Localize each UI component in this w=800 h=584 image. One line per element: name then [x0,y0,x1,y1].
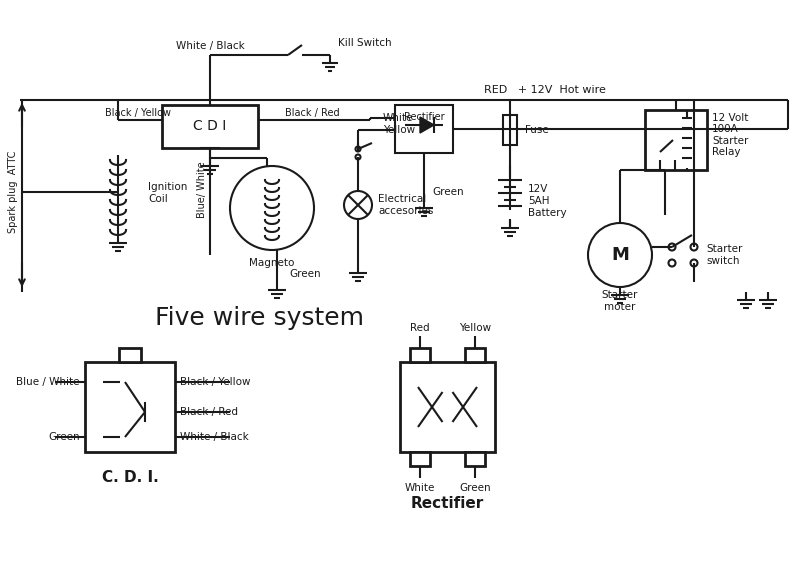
Text: Green: Green [432,187,464,197]
Text: Red: Red [410,323,430,333]
Polygon shape [420,117,434,133]
Text: Rectifier: Rectifier [411,496,484,512]
Text: Green: Green [289,269,321,279]
Text: C D I: C D I [194,120,226,134]
Text: Black / Yellow: Black / Yellow [180,377,250,387]
Text: White: White [383,113,414,123]
Bar [119,348,141,362]
Text: Green: Green [459,483,491,493]
Text: C. D. I.: C. D. I. [102,470,158,485]
Text: Starter
moter: Starter moter [602,290,638,312]
Text: 12V
5AH
Battery: 12V 5AH Battery [528,185,566,218]
Bar [465,348,485,362]
Text: Black / Yellow: Black / Yellow [105,108,171,118]
Bar [85,362,175,452]
Bar [645,110,707,170]
Bar [400,362,495,452]
Text: Yellow: Yellow [459,323,491,333]
Text: M: M [611,246,629,264]
Text: White / Black: White / Black [180,432,249,442]
Text: Starter
switch: Starter switch [706,244,742,266]
Text: Kill Switch: Kill Switch [338,38,392,48]
Text: Spark plug  ATTC: Spark plug ATTC [8,151,18,233]
Bar [395,105,453,153]
Text: Black / Red: Black / Red [285,108,339,118]
Bar [465,452,485,466]
Bar [503,115,517,145]
Text: White: White [405,483,435,493]
Text: Magneto: Magneto [250,258,294,268]
Text: Yellow: Yellow [383,125,415,135]
Bar [410,348,430,362]
Text: Electrical
accesories: Electrical accesories [378,194,434,216]
Text: RED   + 12V  Hot wire: RED + 12V Hot wire [484,85,606,95]
Bar [162,105,258,148]
Text: White / Black: White / Black [176,41,244,51]
Text: Blue/ White: Blue/ White [197,162,207,218]
Text: Blue / White: Blue / White [17,377,80,387]
Text: Fuse: Fuse [525,125,549,135]
Text: Green: Green [48,432,80,442]
Bar [410,452,430,466]
Text: Rectifier: Rectifier [404,112,444,122]
Text: Five wire system: Five wire system [155,306,364,330]
Text: Black / Red: Black / Red [180,407,238,417]
Text: 12 Volt
100A
Starter
Relay: 12 Volt 100A Starter Relay [712,113,748,158]
Text: Ignition
Coil: Ignition Coil [148,182,187,204]
